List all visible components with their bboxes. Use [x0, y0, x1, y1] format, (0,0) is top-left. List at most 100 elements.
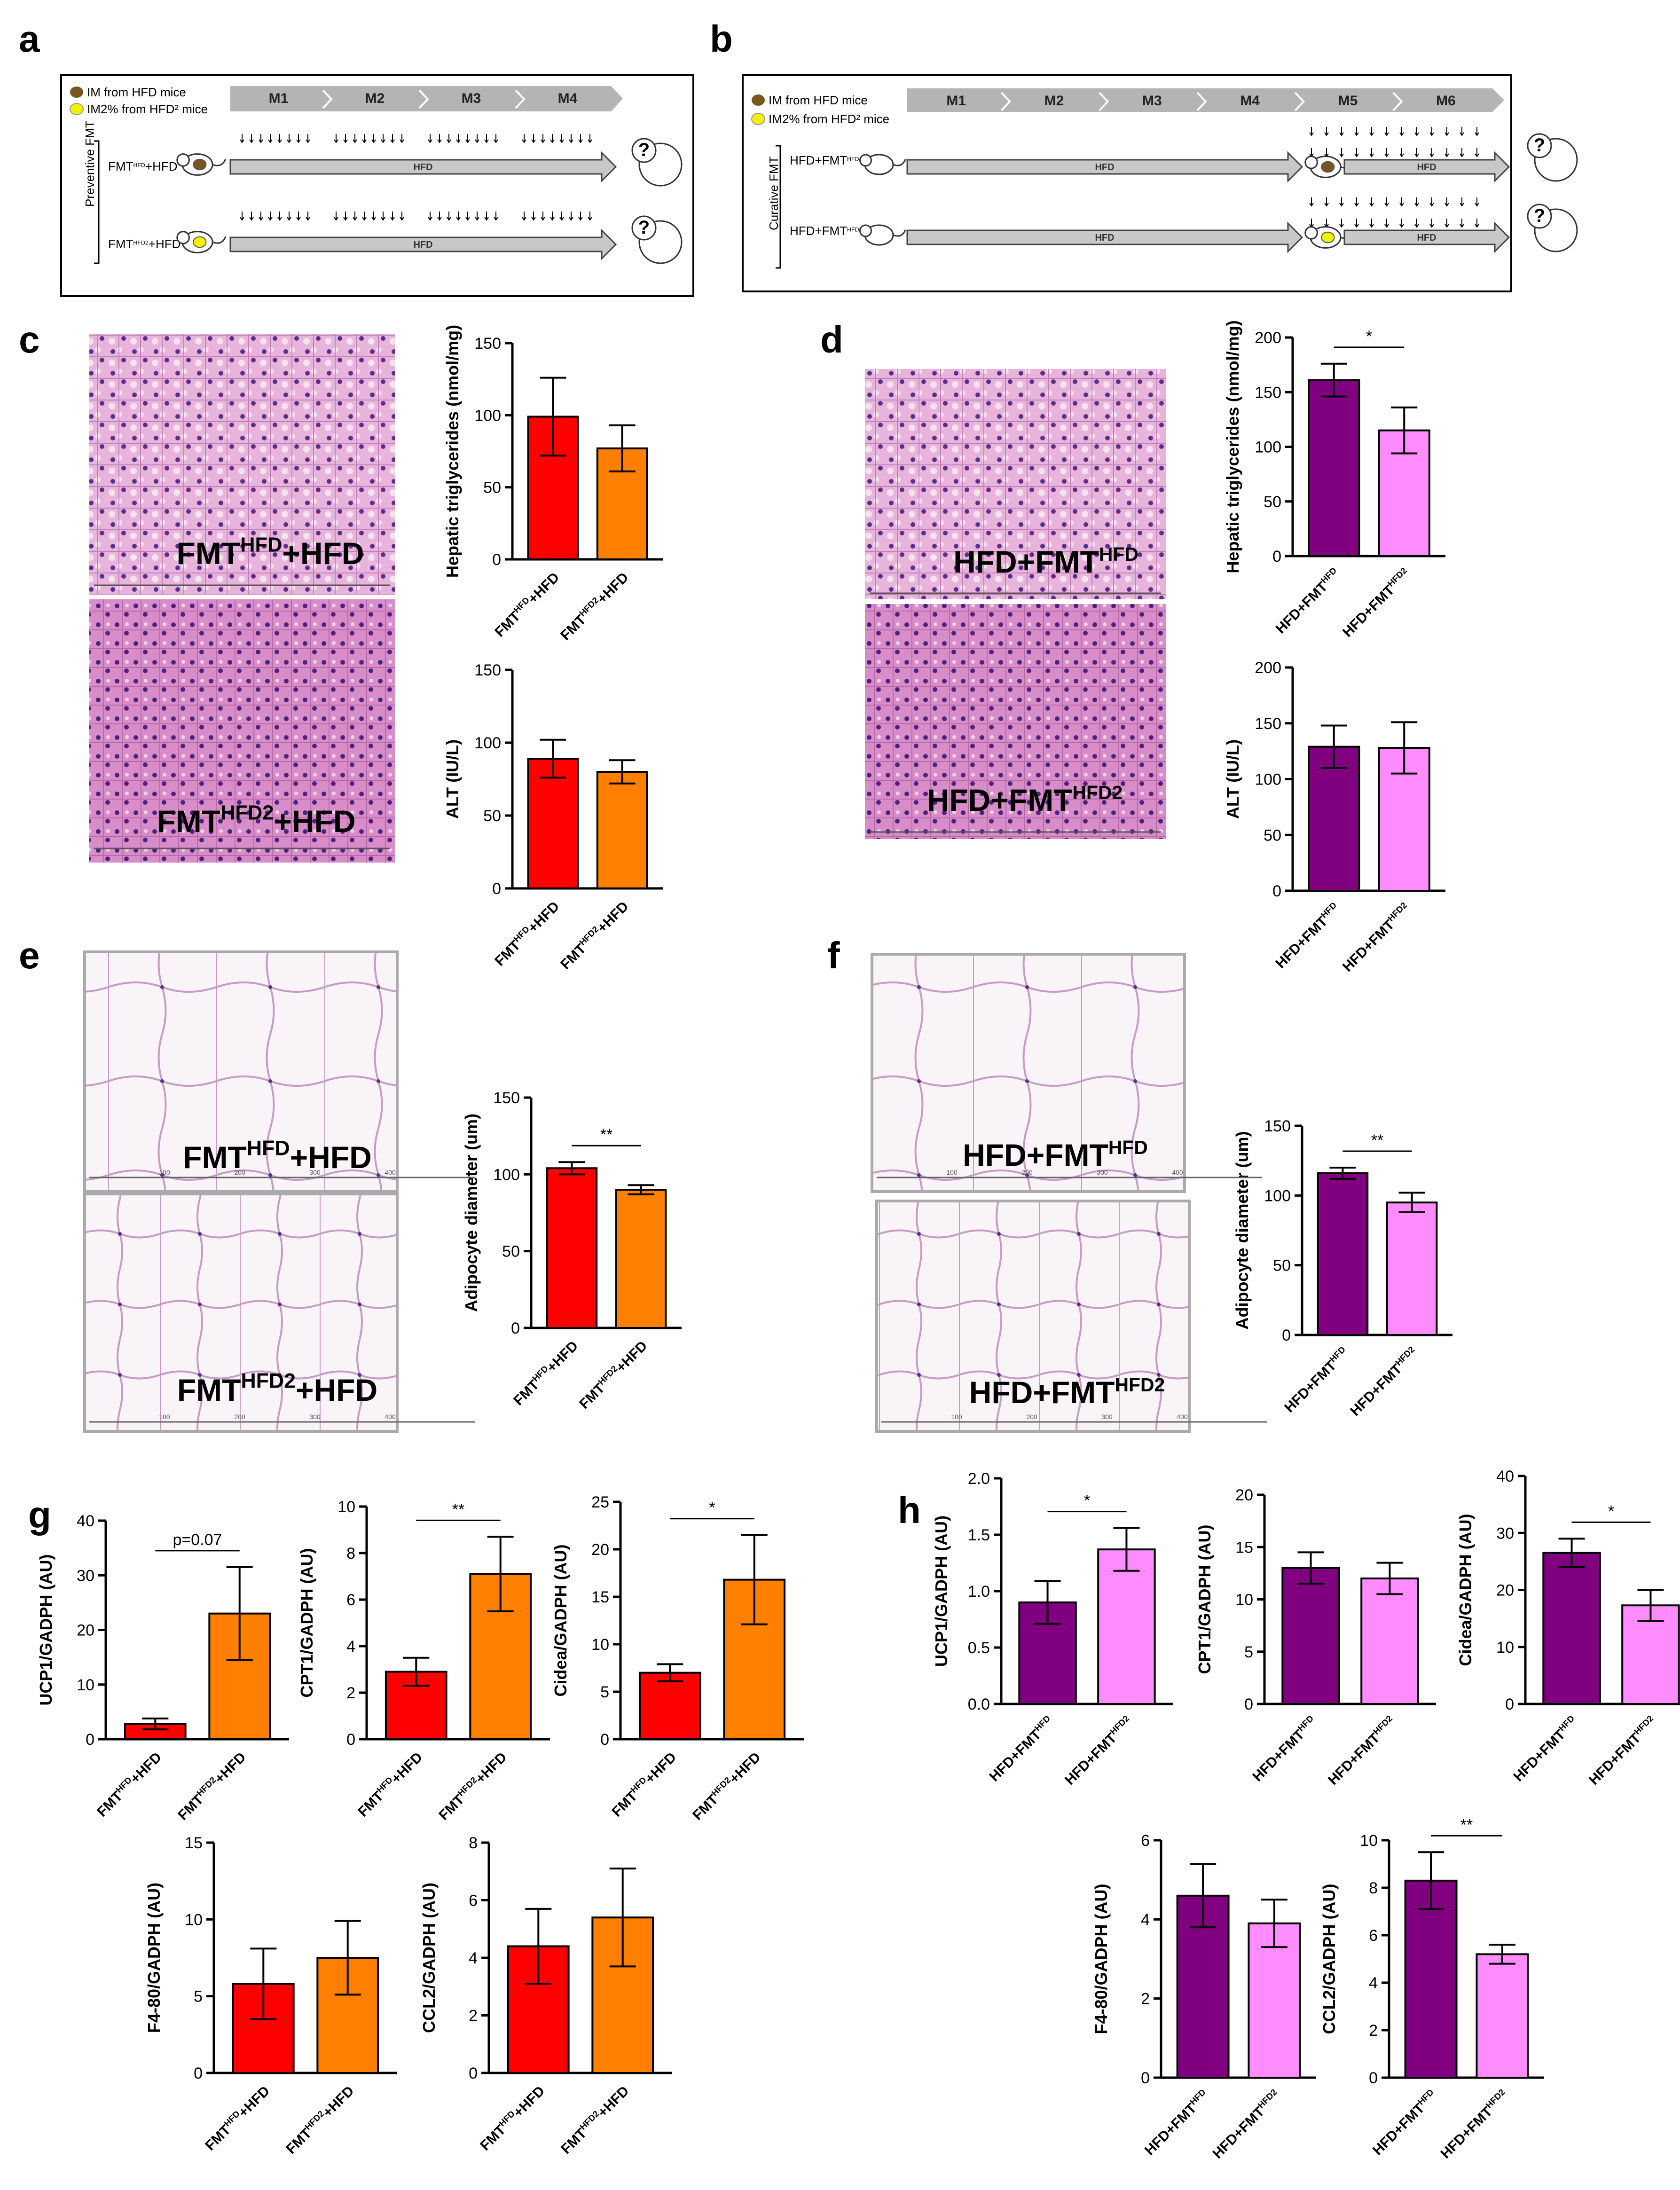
panel-letter-c: c: [19, 319, 40, 361]
gavage-arrow: [1324, 127, 1329, 136]
gavage-arrow: [371, 134, 376, 143]
y-tick-label: 5: [600, 1683, 609, 1701]
y-tick-label: 0: [194, 2064, 203, 2082]
error-bar-1: [142, 1717, 169, 1731]
error-bar-1: [1558, 1538, 1585, 1568]
month-divider: [322, 89, 333, 109]
y-tick-label: 2.0: [968, 1470, 990, 1488]
category-label: HFD+FMTHFD2: [1324, 1713, 1399, 1788]
gavage-arrow: [1384, 127, 1389, 136]
gavage-arrow: [541, 212, 545, 221]
scale-bar-group: 100 200 300 400: [89, 1413, 475, 1423]
y-tick-label: 200: [1255, 329, 1281, 347]
inoculum-dot: [193, 236, 207, 248]
y-tick-label: 0: [600, 1731, 609, 1749]
month-label: M1: [946, 93, 966, 109]
month-label: M2: [1044, 93, 1064, 109]
category-label: HFD+FMTHFD2: [1437, 2087, 1512, 2162]
bar-1: [1308, 379, 1360, 557]
gavage-arrow: [1414, 197, 1419, 207]
image-caption: FMTHFD+HFD: [177, 534, 364, 571]
y-tick-label: 20: [77, 1622, 94, 1640]
image-caption: FMTHFD+HFD: [183, 1137, 372, 1175]
fat-image-e-bottom: [83, 1193, 399, 1433]
bar-2: [1248, 1922, 1301, 2079]
diet-label: HFD: [413, 162, 432, 173]
month-divider: [515, 89, 526, 109]
y-tick-label: 4: [1141, 1911, 1150, 1929]
y-tick-label: 5: [194, 1988, 203, 2006]
gavage-arrow: [1384, 219, 1389, 228]
scale-tick-label: 200: [1026, 1413, 1037, 1421]
y-tick-label: 20: [591, 1541, 609, 1559]
panel-letter-f: f: [827, 934, 840, 976]
gavage-arrow: [306, 134, 310, 143]
gavage-arrow: [287, 134, 291, 143]
scale-tick-label: 400: [1172, 1169, 1183, 1176]
gavage-arrow: [1339, 127, 1344, 136]
error-bar-1: [657, 1663, 683, 1682]
gavage-arrow: [428, 134, 432, 143]
bar-1: [1281, 1567, 1340, 1705]
category-label: FMTHFD+HFD: [491, 898, 563, 969]
gavage-arrow: [559, 134, 564, 143]
legend-a-1: IM from HFD mice: [87, 85, 186, 99]
gavage-arrow: [569, 134, 573, 143]
months-a: M1 M2 M3 M4: [269, 89, 578, 109]
gavage-arrow: [343, 212, 348, 221]
chart-c1: 0 50 100 150 Hepatic triglycerides (nmol/mg)…: [443, 325, 663, 644]
gavage-arrow: [1429, 219, 1434, 228]
legend-b-brown-dot: [752, 94, 765, 106]
scale-tick-label: 100: [951, 1413, 962, 1421]
group-label-b: HFD+FMTHFD2: [790, 224, 863, 238]
y-axis-label: F4-80/GADPH (AU): [144, 1883, 164, 2033]
category-label: FMTHFD2+HFD: [435, 1749, 510, 1823]
y-tick-label: 10: [77, 1676, 94, 1694]
scale-bar-group: 100 200 300 400: [881, 1413, 1267, 1423]
gavage-arrow: [400, 134, 404, 143]
panel-letters: a b c d e f g h: [19, 18, 921, 1536]
gavage-arrow: [578, 134, 583, 143]
gavage-arrow: [522, 134, 526, 143]
error-bar-2: [1489, 1944, 1515, 1965]
y-tick-label: 10: [1360, 1832, 1378, 1850]
month-divider: [1000, 92, 1012, 111]
scale-tick-label: 400: [1177, 1413, 1188, 1421]
y-tick-label: 4: [346, 1638, 355, 1656]
chart-e1: 0 50 100 150 Adipocyte diameter (um) FMTHFD+H…: [462, 1089, 682, 1412]
chart-h5: 0 2 4 6 8 10 CCL2/GADPH (AU) HFD+FMTHFDHFD+FMTH…: [1319, 1816, 1544, 2162]
bar-2: [1097, 1548, 1156, 1705]
side-label-b: Curative FMT: [767, 156, 781, 230]
gavage-arrow: [1444, 219, 1449, 228]
bar-2: [615, 1189, 667, 1329]
error-bar-1: [525, 1907, 552, 1985]
gavage-arrow: [1354, 127, 1359, 136]
fat-image-e-top: [83, 950, 399, 1193]
y-tick-label: 15: [185, 1834, 203, 1852]
y-tick-label: 40: [77, 1512, 94, 1530]
gavage-arrow: [259, 134, 263, 143]
overlay-d-top: HFD+FMTHFD: [953, 543, 1138, 579]
y-tick-label: 4: [1369, 1974, 1378, 1992]
month-label: M1: [269, 91, 289, 106]
y-tick-label: 25: [591, 1493, 609, 1511]
legend-yellow-dot: [70, 103, 84, 115]
gavage-arrow: [1354, 197, 1359, 207]
chart-g4: 0 5 10 15 F4-80/GADPH (AU) FMTHFD+HFDFMTHFD2+…: [144, 1834, 397, 2157]
legend-brown-dot: [70, 86, 83, 98]
chart-h1: 0.0 0.5 1.0 1.5 2.0 UCP1/GADPH (AU) HFD+FMTHFD…: [932, 1470, 1173, 1788]
gavage-arrow: [1475, 148, 1479, 157]
gavage-arrow: [1369, 197, 1374, 207]
category-label: FMTHFD2+HFD: [557, 569, 632, 644]
gavage-arrow: [249, 134, 254, 143]
legend-b-yellow-dot: [751, 113, 765, 125]
y-tick-label: 10: [1496, 1639, 1514, 1656]
error-bar-2: [628, 1184, 654, 1195]
month-label: M3: [1142, 93, 1162, 109]
error-bar-1: [558, 1161, 585, 1176]
image-caption: HFD+FMTHFD: [953, 543, 1138, 579]
bar-1: [1404, 1879, 1458, 2079]
gavage-arrow: [268, 134, 273, 143]
